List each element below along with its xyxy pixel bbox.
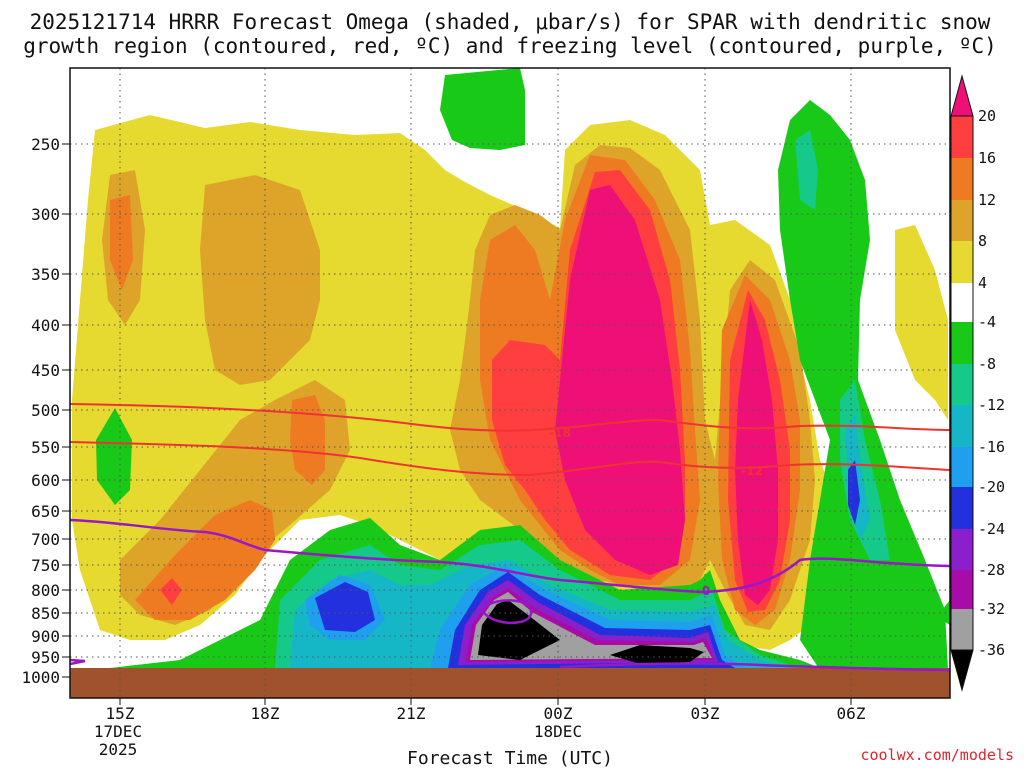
x-tick-mark	[119, 698, 852, 705]
x-tick-label: 15Z	[106, 704, 135, 723]
y-tick-label: 700	[31, 530, 60, 549]
colorbar-label: -16	[978, 438, 1005, 456]
omega-region-sinking-weak	[778, 100, 948, 670]
omega-region-sinking-moderate	[795, 130, 818, 210]
colorbar-label: -24	[978, 520, 1005, 538]
colorbar-label: 12	[978, 191, 996, 209]
x-tick-label: 00Z	[544, 704, 573, 723]
chart-title-line-2: growth region (contoured, red, ºC) and f…	[23, 34, 997, 58]
x-axis: 15Z 17DEC 2025 18Z 21Z 00Z 18DEC 03Z 06Z…	[94, 698, 866, 768]
freezing-level-surface-line	[559, 662, 950, 672]
omega-region-upward-mid	[200, 175, 320, 385]
gridlines	[70, 68, 950, 698]
x-tick-year-label: 2025	[99, 740, 138, 759]
credit-watermark: coolwx.com/models	[860, 746, 1014, 764]
colorbar-label: 20	[978, 107, 996, 125]
y-tick-label: 850	[31, 604, 60, 623]
colorbar-label: -8	[978, 355, 996, 373]
y-tick-label: 1000	[21, 668, 60, 687]
colorbar-swatch	[951, 158, 973, 200]
x-tick-label: 18Z	[251, 704, 280, 723]
colorbar: 20 16 12 8 4 -4 -8 -12 -16 -20 -24 -28 -…	[950, 74, 1005, 692]
isotherm-label-minus-12: -12	[741, 464, 763, 478]
colorbar-label: -12	[978, 396, 1005, 414]
x-tick-label: 06Z	[837, 704, 866, 723]
omega-region-sinking-weak	[440, 68, 525, 150]
chart-title-line-1: 2025121714 HRRR Forecast Omega (shaded, …	[30, 10, 991, 34]
y-axis: 250 300 350 400 450 500 550 600 650 700 …	[21, 135, 70, 687]
colorbar-label: 8	[978, 232, 987, 250]
omega-region-upward-intense	[160, 578, 182, 605]
colorbar-swatch	[951, 364, 973, 405]
colorbar-label: -32	[978, 600, 1005, 618]
omega-region-upward-extreme	[555, 185, 685, 575]
colorbar-label: -4	[978, 313, 996, 331]
colorbar-label: 16	[978, 149, 996, 167]
omega-region-sinking-weak	[942, 600, 950, 625]
ground-surface	[70, 668, 950, 698]
y-tick-label: 600	[31, 471, 60, 490]
y-tick-label: 450	[31, 361, 60, 380]
x-tick-label: 21Z	[397, 704, 426, 723]
colorbar-swatch	[951, 200, 973, 241]
omega-region-sinking-max	[478, 600, 560, 660]
colorbar-swatch	[951, 283, 973, 322]
freezing-level-label-0: 0	[702, 584, 710, 598]
x-axis-title: Forecast Time (UTC)	[407, 748, 613, 768]
colorbar-label: -36	[978, 641, 1005, 659]
colorbar-swatch	[951, 405, 973, 447]
y-tick-label: 950	[31, 648, 60, 667]
colorbar-swatch	[951, 487, 973, 529]
y-tick-label: 350	[31, 265, 60, 284]
omega-region-upward-extreme	[735, 300, 778, 605]
colorbar-frame	[950, 115, 974, 651]
omega-region-sinking-very-strong	[315, 582, 375, 632]
colorbar-swatch	[951, 609, 973, 650]
y-tick-mark	[62, 143, 70, 678]
isotherm-minus-18-line	[70, 441, 950, 477]
isotherm-minus-12-line	[70, 403, 950, 432]
colorbar-label: 4	[978, 274, 987, 292]
colorbar-label: -20	[978, 478, 1005, 496]
y-tick-label: 500	[31, 401, 60, 420]
x-tick-label: 03Z	[691, 704, 720, 723]
colorbar-label: -28	[978, 561, 1005, 579]
y-tick-label: 750	[31, 556, 60, 575]
y-tick-label: 900	[31, 627, 60, 646]
omega-region-sinking-strong	[845, 415, 870, 540]
colorbar-swatch	[951, 447, 973, 487]
isotherm-label-minus-18: -18	[549, 426, 571, 440]
y-tick-label: 650	[31, 502, 60, 521]
y-tick-label: 250	[31, 135, 60, 154]
colorbar-swatch	[951, 322, 973, 364]
y-tick-label: 400	[31, 316, 60, 335]
omega-region-sinking-max	[610, 645, 704, 664]
omega-region-upward-strong	[110, 195, 133, 290]
x-tick-date-label: 17DEC	[94, 722, 142, 741]
colorbar-swatch	[951, 116, 973, 158]
x-tick-date-label: 18DEC	[534, 722, 582, 741]
colorbar-swatch	[951, 529, 973, 570]
plot-area: -12 -18 0	[70, 68, 950, 698]
colorbar-swatch	[951, 241, 973, 283]
colorbar-arrow-top	[950, 74, 974, 117]
plot-frame	[69, 67, 951, 699]
colorbar-swatch	[951, 570, 973, 609]
y-tick-label: 300	[31, 205, 60, 224]
freezing-level-closed-contour	[480, 599, 533, 625]
omega-region-sinking-weak	[96, 408, 132, 505]
y-tick-label: 800	[31, 581, 60, 600]
y-tick-label: 550	[31, 438, 60, 457]
omega-region-upward-strong	[290, 395, 325, 485]
freezing-level-surface-trace	[70, 658, 86, 666]
colorbar-arrow-bottom	[950, 649, 974, 692]
freezing-level-line	[70, 518, 950, 594]
